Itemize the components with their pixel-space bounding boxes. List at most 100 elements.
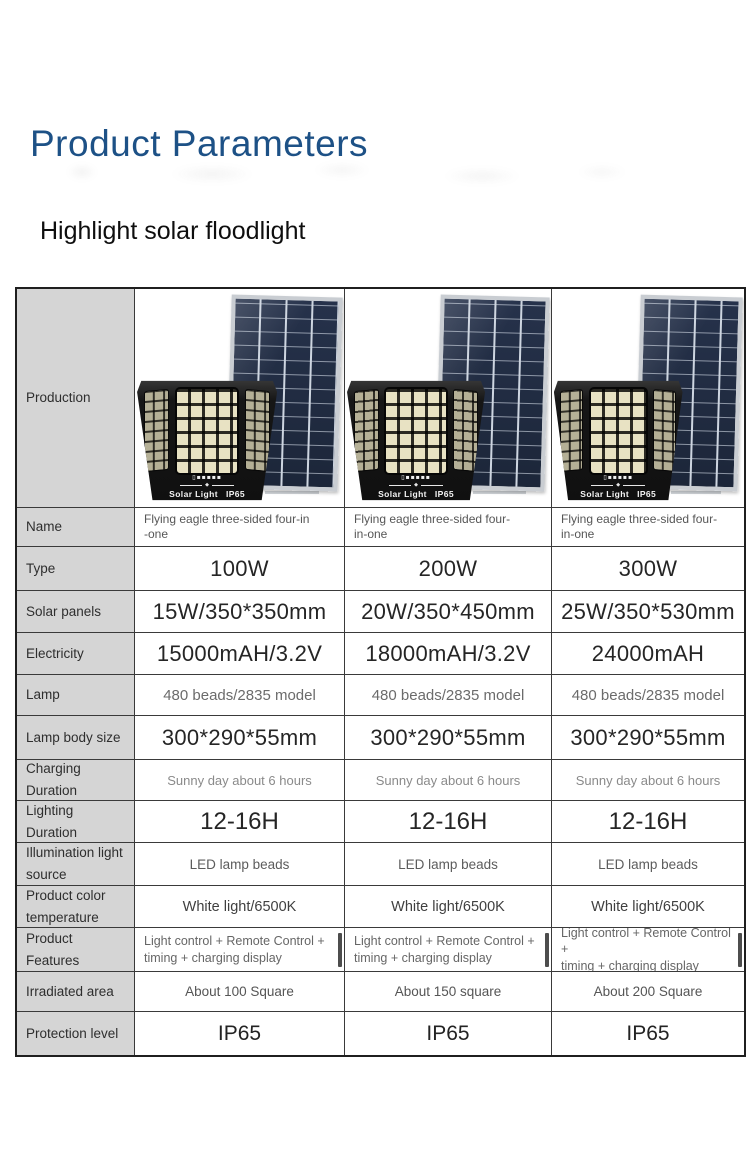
spec-cell: 12-16H: [345, 801, 552, 842]
floodlight-footer: ▯▪▪▪▪▪ ◆ Solar Light IP65: [137, 475, 277, 499]
spec-row-label: Product color temperature: [17, 886, 135, 927]
name-line1: Flying eagle three-sided four-: [561, 512, 718, 526]
spec-cell: LED lamp beads: [345, 843, 552, 885]
spec-cell: 480 beads/2835 model: [552, 675, 744, 715]
feature-line1: Light control + Remote Control +: [144, 934, 325, 949]
product-image-100w: ▯▪▪▪▪▪ ◆ Solar Light IP65: [135, 289, 345, 507]
spec-row-label: Protection level: [17, 1012, 135, 1055]
spec-row-label: Product Features: [17, 928, 135, 971]
spec-cell: LED lamp beads: [135, 843, 345, 885]
panel-stand-base: [472, 490, 527, 494]
spec-cell: 300*290*55mm: [345, 716, 552, 759]
table-row-charging-duration: Charging Duration Sunny day about 6 hour…: [17, 760, 744, 801]
spec-cell: Light control + Remote Control + timing …: [345, 928, 552, 971]
divider-line: [180, 485, 203, 487]
section-subtitle: Highlight solar floodlight: [40, 216, 306, 245]
spec-cell: 300*290*55mm: [135, 716, 345, 759]
floodlight-footer: ▯▪▪▪▪▪ ◆ Solar Light IP65: [347, 475, 485, 499]
spec-cell: About 100 Square: [135, 972, 345, 1011]
led-panel-right: [652, 388, 677, 472]
product-image-200w: ▯▪▪▪▪▪ ◆ Solar Light IP65: [345, 289, 552, 507]
brand-text: Solar Light IP65: [580, 490, 656, 499]
led-panel-left: [144, 388, 170, 472]
panel-stand-base: [264, 490, 319, 494]
spec-cell: 200W: [345, 547, 552, 590]
spec-cell: Sunny day about 6 hours: [135, 760, 345, 800]
brand-rating: IP65: [434, 489, 454, 500]
table-row-illumination-source: Illumination light source LED lamp beads…: [17, 843, 744, 886]
led-panel-left: [560, 388, 584, 472]
table-row-lamp-body-size: Lamp body size 300*290*55mm 300*290*55mm…: [17, 716, 744, 760]
spec-cell: About 150 square: [345, 972, 552, 1011]
led-panel-center: [588, 387, 648, 476]
spec-table: Production ▯▪▪▪▪▪ ◆: [15, 287, 746, 1057]
table-row-type: Type 100W 200W 300W: [17, 547, 744, 591]
name-line2: in-one: [561, 527, 595, 541]
spec-cell: 18000mAH/3.2V: [345, 633, 552, 674]
led-panel-left: [353, 388, 379, 472]
spec-row-label: Electricity: [17, 633, 135, 674]
spec-cell: Light control + Remote Control + timing …: [135, 928, 345, 971]
flourish-divider: ◆: [591, 482, 646, 489]
divider-line: [212, 485, 235, 487]
table-row-solar-panels: Solar panels 15W/350*350mm 20W/350*450mm…: [17, 591, 744, 633]
product-illustration: ▯▪▪▪▪▪ ◆ Solar Light IP65: [552, 289, 744, 507]
flourish-divider: ◆: [389, 483, 443, 488]
brand-rating: IP65: [637, 489, 657, 500]
spec-cell: 15W/350*350mm: [135, 591, 345, 632]
spec-cell: White light/6500K: [552, 886, 744, 927]
divider-line: [591, 485, 614, 487]
spec-cell: IP65: [135, 1012, 345, 1055]
brand-name: Solar Light: [169, 489, 218, 500]
spec-row-label: Type: [17, 547, 135, 590]
flourish-divider: ◆: [180, 482, 235, 489]
table-row-electricity: Electricity 15000mAH/3.2V 18000mAH/3.2V …: [17, 633, 744, 675]
spec-row-label: Solar panels: [17, 591, 135, 632]
spec-cell: Light control + Remote Control + timing …: [552, 928, 744, 971]
product-image-300w: ▯▪▪▪▪▪ ◆ Solar Light IP65: [552, 289, 744, 507]
page-title: Product Parameters: [30, 122, 369, 164]
spec-row-label: Irradiated area: [17, 972, 135, 1011]
spec-row-label: Name: [17, 508, 135, 546]
brand-name: Solar Light: [580, 489, 630, 500]
brand-text: Solar Light IP65: [169, 490, 245, 499]
diamond-icon: ◆: [205, 482, 210, 489]
spec-cell: Flying eagle three-sided four-in -one: [135, 508, 345, 546]
name-line2: in-one: [354, 527, 388, 541]
feature-line1: Light control + Remote Control +: [354, 934, 535, 949]
brand-rating: IP65: [225, 489, 246, 500]
spec-cell: Flying eagle three-sided four- in-one: [552, 508, 744, 546]
spec-cell: 300W: [552, 547, 744, 590]
spec-cell: LED lamp beads: [552, 843, 744, 885]
spec-cell: 480 beads/2835 model: [345, 675, 552, 715]
panel-stand-base: [671, 490, 721, 494]
feature-line2: timing + charging display: [354, 950, 492, 965]
watermark-residue: [42, 150, 662, 192]
table-row-protection-level: Protection level IP65 IP65 IP65: [17, 1012, 744, 1055]
product-illustration: ▯▪▪▪▪▪ ◆ Solar Light IP65: [345, 289, 551, 507]
spec-cell: IP65: [552, 1012, 744, 1055]
table-row-lighting-duration: Lighting Duration 12-16H 12-16H 12-16H: [17, 801, 744, 843]
spec-cell: 300*290*55mm: [552, 716, 744, 759]
table-row-product-features: Product Features Light control + Remote …: [17, 928, 744, 972]
spec-row-label: Charging Duration: [17, 760, 135, 800]
diamond-icon: ◆: [616, 482, 621, 489]
divider-line: [623, 485, 646, 487]
floodlight-image: ▯▪▪▪▪▪ ◆ Solar Light IP65: [347, 380, 486, 501]
spec-cell: About 200 Square: [552, 972, 744, 1011]
brand-name: Solar Light: [378, 489, 427, 500]
spec-row-label: Lamp: [17, 675, 135, 715]
spec-cell: 100W: [135, 547, 345, 590]
spec-cell: 25W/350*530mm: [552, 591, 744, 632]
spec-cell: 20W/350*450mm: [345, 591, 552, 632]
spec-cell: Flying eagle three-sided four- in-one: [345, 508, 552, 546]
floodlight-image: ▯▪▪▪▪▪ ◆ Solar Light IP65: [553, 380, 683, 501]
table-row-color-temperature: Product color temperature White light/65…: [17, 886, 744, 928]
battery-indicator-icon: ▯▪▪▪▪▪: [192, 474, 222, 482]
feature-line2: timing + charging display: [144, 950, 282, 965]
table-row-lamp: Lamp 480 beads/2835 model 480 beads/2835…: [17, 675, 744, 716]
led-panel-right: [244, 388, 271, 472]
spec-cell: White light/6500K: [345, 886, 552, 927]
spec-cell: 12-16H: [552, 801, 744, 842]
spec-row-label: Lighting Duration: [17, 801, 135, 842]
